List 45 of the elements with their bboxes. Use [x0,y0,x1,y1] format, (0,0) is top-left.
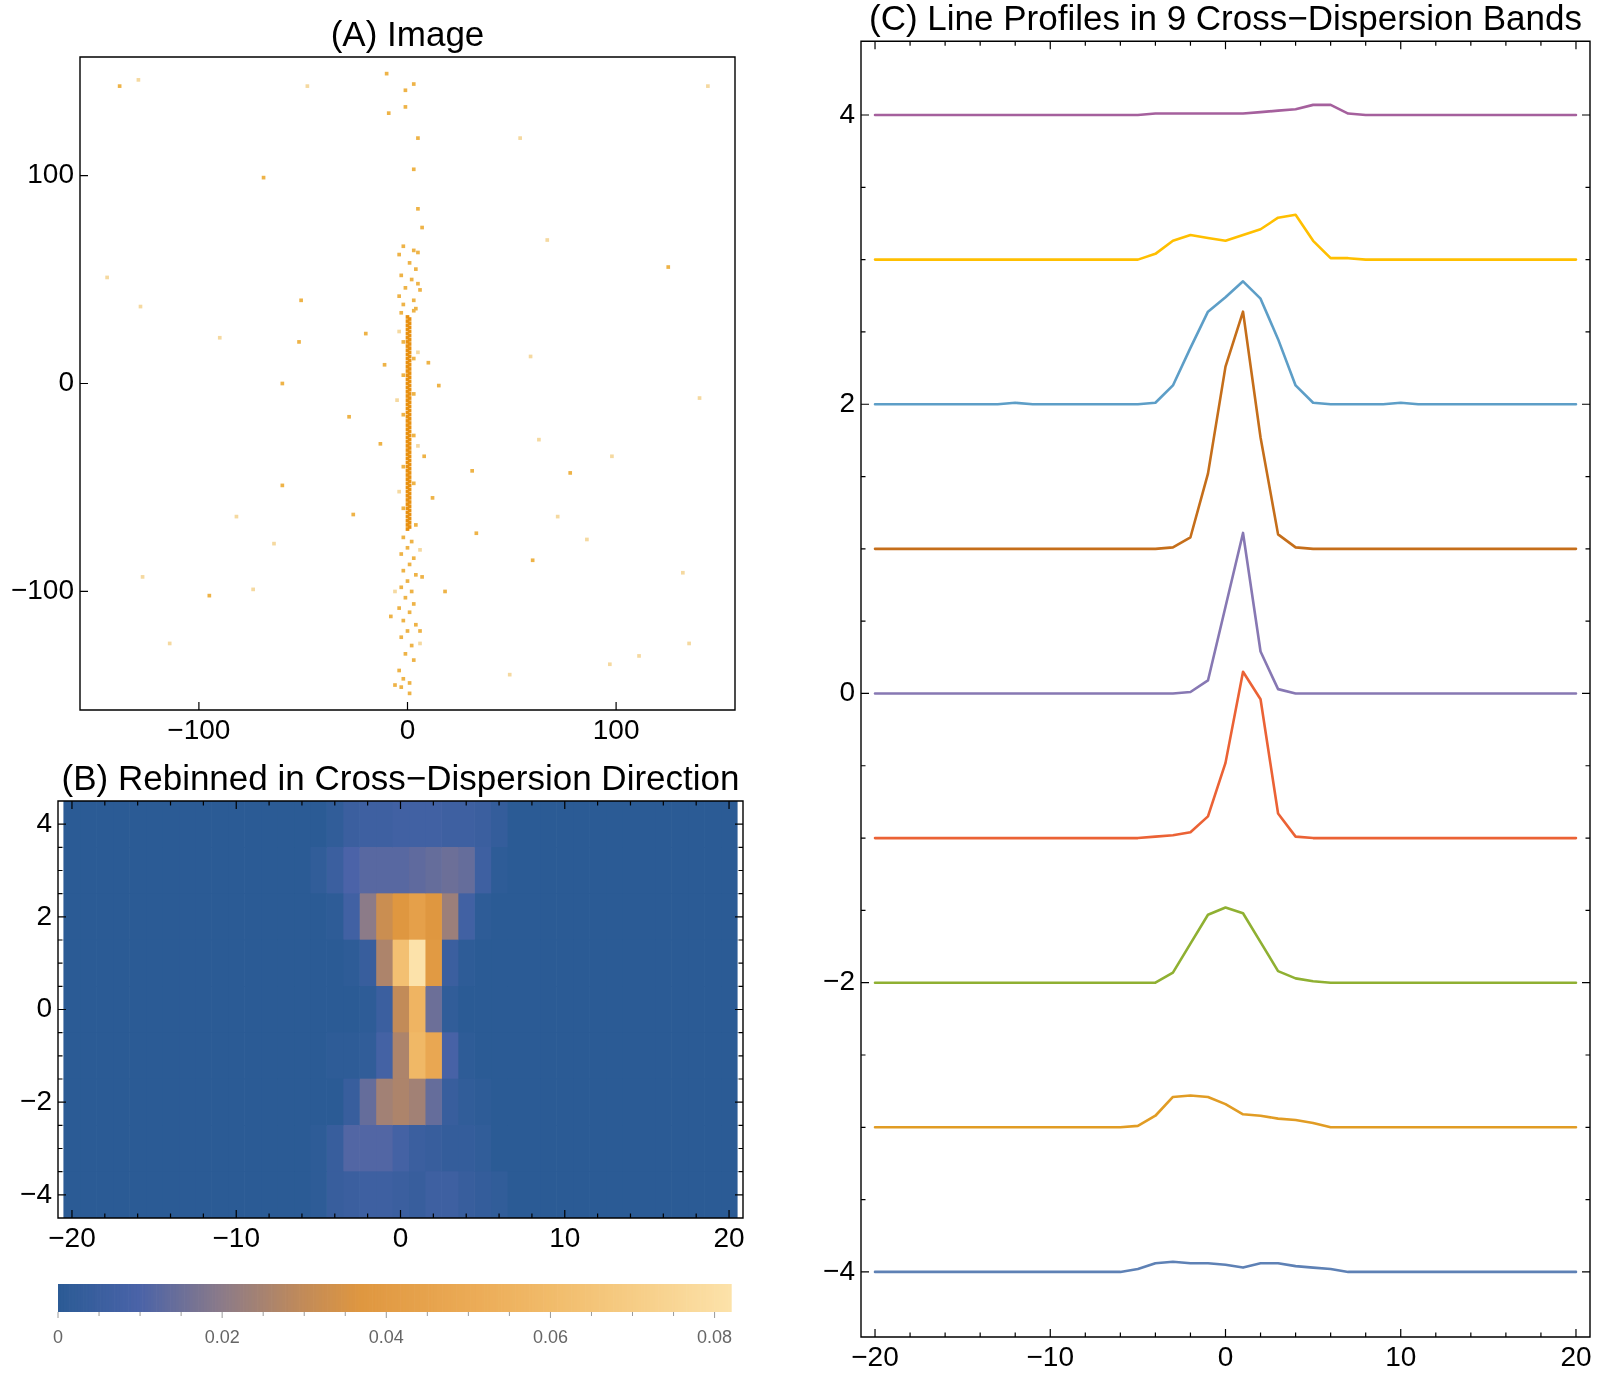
point [518,136,522,140]
chart-title: (A) Image [330,13,485,53]
y-tick-label: 4 [839,97,855,129]
x-tick-label: 0 [399,713,416,745]
x-tick-label: 10 [1385,1340,1417,1372]
y-tick-label: 0 [58,366,74,398]
y-tick-label: 2 [36,899,52,931]
y-tick-label: 0 [36,992,52,1024]
x-tick-label: 100 [592,713,640,745]
x-tick-label: 20 [713,1221,745,1253]
color-bar-label: 0.06 [532,1326,568,1347]
x-tick-label: 10 [549,1221,581,1253]
x-tick-label: −20 [48,1221,96,1253]
x-tick-label: 20 [1560,1340,1592,1372]
y-tick-label: −2 [823,965,855,997]
point [416,444,420,448]
y-tick-label: 4 [36,806,52,838]
y-tick-label: −4 [823,1254,855,1286]
color-bar-label: 0.04 [368,1326,404,1347]
point [217,335,222,340]
y-tick-label: −2 [20,1084,52,1116]
y-tick-label: 0 [839,676,855,708]
x-tick-label: −10 [1026,1340,1075,1372]
x-tick-label: 0 [1217,1340,1234,1372]
chart-title: (C) Line Profiles in 9 Cross−Dispersion Bands [869,0,1582,37]
x-tick-label: −10 [212,1221,260,1253]
x-tick-label: 0 [392,1221,409,1253]
y-tick-label: 100 [27,158,74,190]
point [545,238,550,242]
x-tick-label: −20 [851,1340,899,1372]
point [610,454,614,459]
point [706,84,710,88]
y-tick-label: 2 [839,386,855,418]
point [418,548,422,552]
point [681,570,685,575]
point [608,662,612,667]
x-tick-label: −100 [167,713,231,745]
color-bar-label: 0.08 [697,1326,733,1347]
point [416,350,420,355]
point [637,654,641,658]
y-tick-label: −4 [20,1177,52,1209]
color-bar-label: 0.02 [204,1326,240,1347]
point [395,398,399,402]
chart-title: (B) Rebinned in Cross−Dispersion Direction [61,757,740,797]
y-tick-label: −100 [10,574,74,606]
